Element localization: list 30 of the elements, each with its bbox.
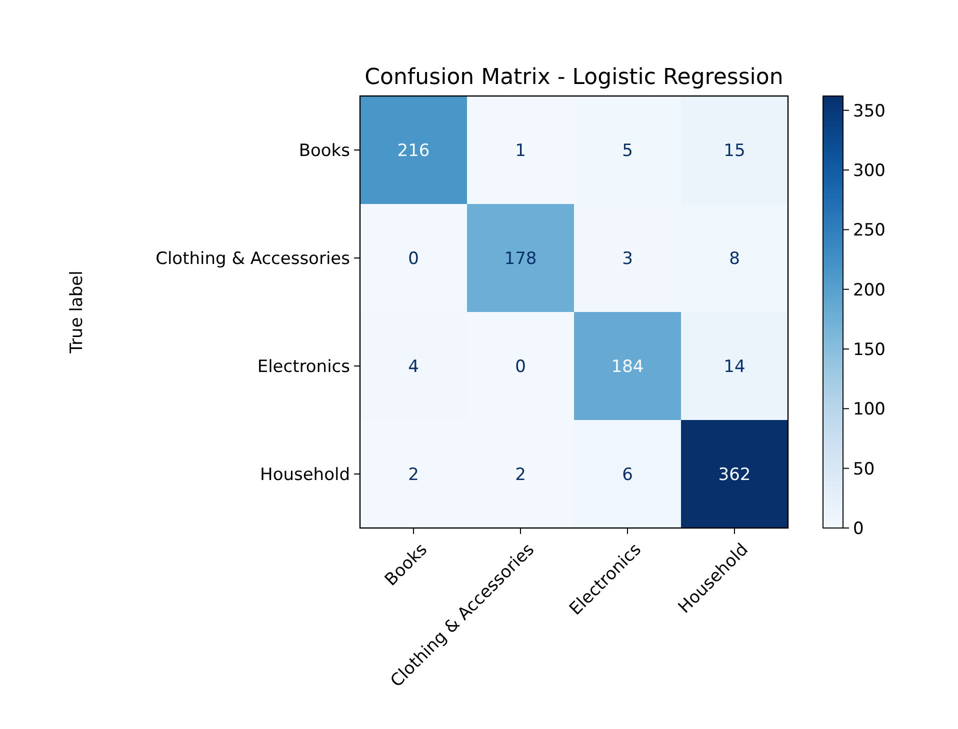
data-label: 1 (515, 140, 526, 161)
color-bar-label: 100 (853, 400, 886, 420)
y-tick-label: Electronics (257, 356, 350, 377)
data-label: 0 (408, 248, 419, 269)
data-label: 216 (397, 140, 430, 161)
data-label: 4 (408, 356, 419, 377)
data-label: 15 (724, 140, 746, 161)
color-bar-label: 300 (853, 160, 886, 181)
data-label: 178 (504, 248, 537, 269)
y-tick-label: Clothing & Accessories (156, 248, 350, 269)
data-label: 8 (729, 248, 740, 269)
y-axis-title: True label (67, 270, 87, 354)
color-bar-label: 200 (853, 280, 886, 300)
data-label: 184 (611, 356, 644, 377)
data-label: 2 (515, 464, 526, 485)
data-label: 6 (622, 464, 633, 485)
color-bar-label: 0 (853, 518, 864, 539)
data-label: 0 (515, 356, 526, 377)
data-label: 3 (622, 248, 633, 269)
y-tick-label: Books (298, 140, 350, 161)
data-label: 5 (622, 140, 633, 161)
data-label: 14 (724, 356, 746, 377)
data-label: 362 (718, 464, 751, 485)
y-tick-label: Household (260, 464, 350, 485)
color-bar-label: 50 (853, 459, 875, 480)
data-label: 2 (408, 464, 419, 485)
color-bar-label: 150 (853, 340, 886, 360)
color-bar-label: 250 (853, 220, 886, 241)
color-bar-label: 350 (853, 101, 886, 122)
chart-title: Confusion Matrix - Logistic Regression (364, 65, 784, 90)
